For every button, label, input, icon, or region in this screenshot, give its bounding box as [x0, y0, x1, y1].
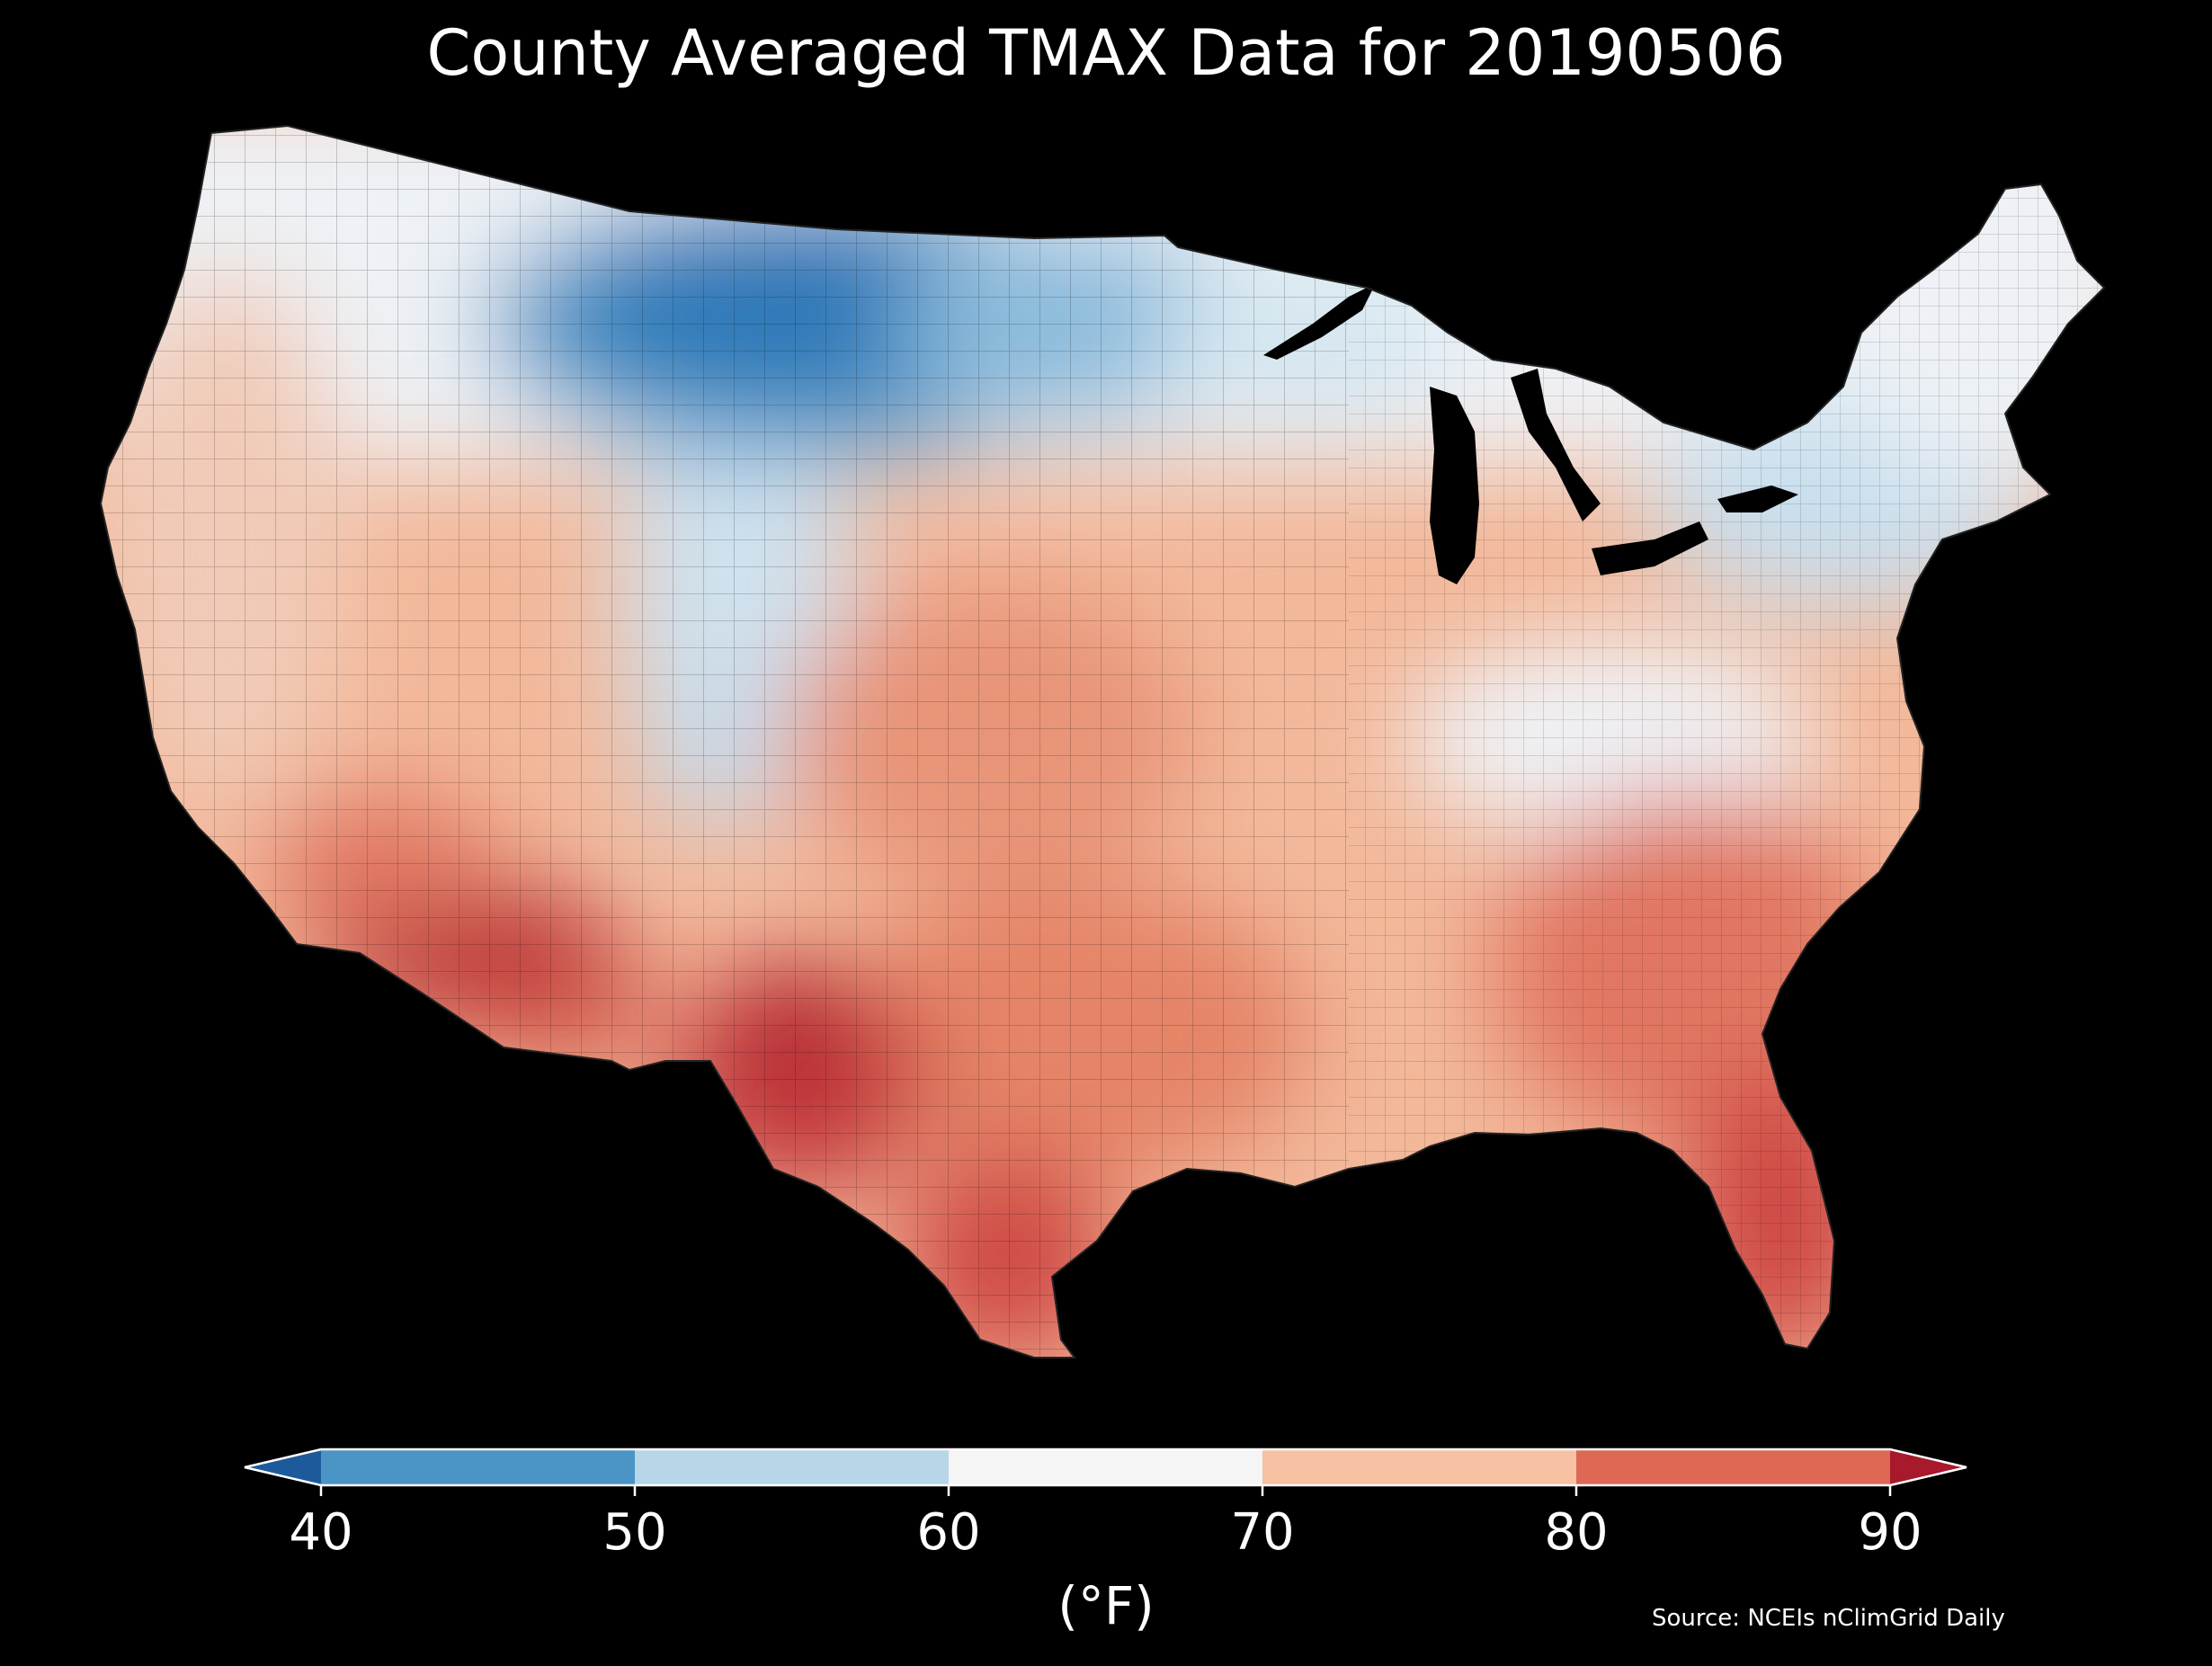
great-lakes	[1263, 283, 1798, 584]
colorbar-bin-50-60	[635, 1449, 949, 1485]
source-credit: Source: NCEIs nClimGrid Daily	[1652, 1605, 2005, 1632]
colorbar-tick-label: 40	[289, 1503, 353, 1562]
colorbar-tick-label: 80	[1544, 1503, 1609, 1562]
colorbar-bin-70-80	[1262, 1449, 1576, 1485]
colorbar-under-extension	[245, 1449, 321, 1485]
colorbar-tick-label: 90	[1858, 1503, 1922, 1562]
colorbar-bin-40-50	[321, 1449, 635, 1485]
colorbar-bin-60-70	[949, 1449, 1262, 1485]
colorbar-ticks	[319, 1485, 1892, 1496]
colorbar-tick-label: 60	[916, 1503, 981, 1562]
colorbar-tick-label: 70	[1230, 1503, 1295, 1562]
colorbar-over-extension	[1890, 1449, 1967, 1485]
map-title: County Averaged TMAX Data for 20190506	[426, 16, 1786, 90]
colorbar-bin-80-90	[1576, 1449, 1890, 1485]
colorbar-tick-label: 50	[602, 1503, 667, 1562]
colorbar-unit-label: (°F)	[1057, 1575, 1155, 1636]
